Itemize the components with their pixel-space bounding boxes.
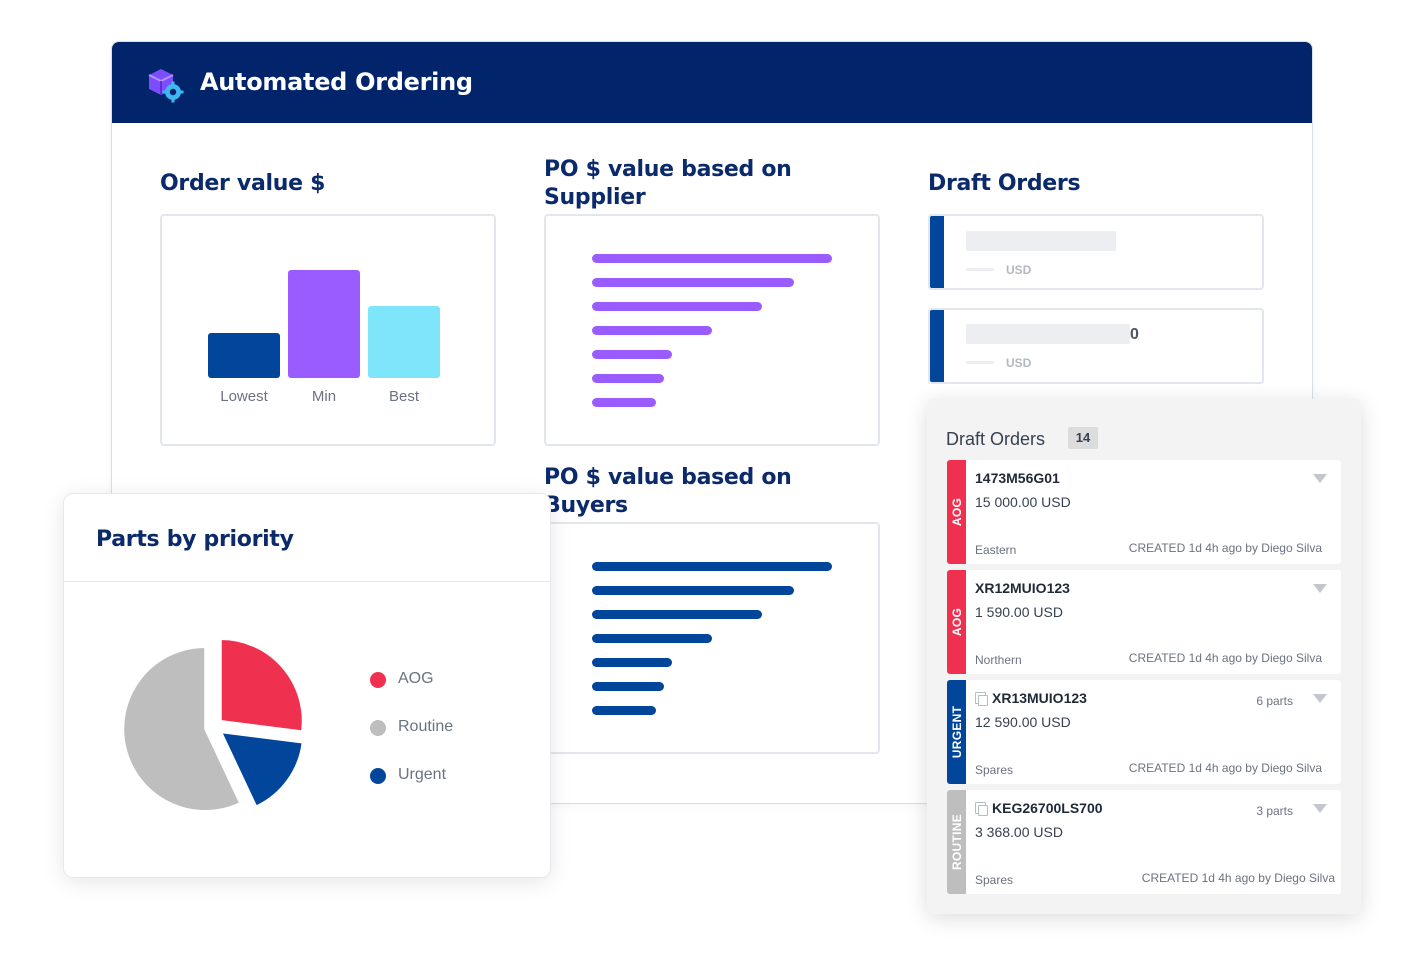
automation-gear-icon <box>148 69 184 103</box>
buyers-bar-5 <box>592 658 672 667</box>
buyers-bar-4 <box>592 634 712 643</box>
priority-label: URGENT <box>949 705 964 759</box>
order-created-info: CREATED 1d 4h ago by Diego Silva <box>1128 541 1322 555</box>
order-region: Spares <box>975 873 1014 887</box>
supplier-title-line2: Supplier <box>544 185 646 210</box>
order-value-title: Order value $ <box>160 171 326 196</box>
skeleton-line <box>966 361 994 364</box>
draft-order-card[interactable]: 0 USD <box>928 308 1264 384</box>
order-id[interactable]: XR13MUIO123 <box>992 690 1087 706</box>
skeleton-amount <box>966 231 1116 251</box>
draft-orders-title: Draft Orders <box>928 171 1081 196</box>
order-card[interactable]: AOG XR12MUIO123 1 590.00 USD Northern CREATE… <box>947 570 1341 674</box>
buyers-bar-1 <box>592 562 832 571</box>
app-header: Automated Ordering <box>112 42 1312 123</box>
draft-order-card[interactable]: USD <box>928 214 1264 290</box>
order-parts-count: 3 parts <box>1256 804 1293 818</box>
legend-label-urgent: Urgent <box>398 766 447 783</box>
order-card[interactable]: AOG 1473M56G01 15 000.00 USD Eastern CREATED… <box>947 460 1341 564</box>
legend-label-routine: Routine <box>398 718 454 735</box>
priority-label: AOG <box>949 497 964 527</box>
buyers-chart-title: PO $ value based on Buyers <box>544 464 792 520</box>
buyers-bar-2 <box>592 586 794 595</box>
supplier-bar-3 <box>592 302 762 311</box>
chevron-down-icon[interactable] <box>1313 694 1327 703</box>
bar-lowest <box>208 333 280 378</box>
chevron-down-icon[interactable] <box>1313 474 1327 483</box>
parts-by-priority-title: Parts by priority <box>96 527 294 552</box>
legend-dot-aog <box>370 672 386 688</box>
copy-icon[interactable] <box>975 802 988 816</box>
priority-strip: ROUTINE <box>947 790 966 894</box>
supplier-bar-4 <box>592 326 712 335</box>
order-id[interactable]: KEG26700LS700 <box>992 800 1103 816</box>
priority-strip: AOG <box>947 570 966 674</box>
draft-accent-bar <box>930 310 944 382</box>
pie-slice-urgent <box>220 731 304 808</box>
currency-label: USD <box>1006 263 1032 277</box>
supplier-bar-1 <box>592 254 832 263</box>
draft-orders-panel: Draft Orders 14 AOG 1473M56G01 15 000.00 U… <box>927 399 1361 914</box>
parts-by-priority-card: Parts by priority AOG Routine Urgent <box>63 493 551 878</box>
priority-strip: URGENT <box>947 680 966 784</box>
bar-label-lowest: Lowest <box>220 388 268 405</box>
order-created-info: CREATED 1d 4h ago by Diego Silva <box>1128 651 1322 665</box>
order-id[interactable]: 1473M56G01 <box>975 470 1060 486</box>
currency-label: USD <box>1006 356 1032 370</box>
priority-label: AOG <box>949 607 964 637</box>
order-amount: 15 000.00 USD <box>975 494 1071 510</box>
priority-label: ROUTINE <box>949 813 964 871</box>
supplier-chart-card <box>544 214 880 446</box>
chevron-down-icon[interactable] <box>1313 584 1327 593</box>
supplier-chart-title: PO $ value based on Supplier <box>544 156 792 212</box>
buyers-bar-3 <box>592 610 762 619</box>
bar-label-min: Min <box>311 388 337 405</box>
order-id[interactable]: XR12MUIO123 <box>975 580 1070 596</box>
copy-icon[interactable] <box>975 692 988 706</box>
supplier-bar-5 <box>592 350 672 359</box>
order-created-info: CREATED 1d 4h ago by Diego Silva <box>1128 761 1322 775</box>
skeleton-amount <box>966 324 1130 344</box>
buyers-title-line1: PO $ value based on <box>544 465 792 490</box>
divider <box>64 581 550 582</box>
orders-panel-title: Draft Orders <box>946 429 1046 449</box>
order-value-chart-card: Lowest Min Best <box>160 214 496 446</box>
skeleton-line <box>966 268 994 271</box>
pie-slice-aog <box>219 638 304 733</box>
buyers-title-line2: Buyers <box>544 493 628 518</box>
app-title: Automated Ordering <box>200 68 473 96</box>
supplier-bar-2 <box>592 278 794 287</box>
bar-min <box>288 270 360 378</box>
order-region: Spares <box>975 763 1014 777</box>
buyers-bar-6 <box>592 682 664 691</box>
draft-accent-bar <box>930 216 944 288</box>
priority-strip: AOG <box>947 460 966 564</box>
legend-dot-routine <box>370 720 386 736</box>
buyers-bar-7 <box>592 706 656 715</box>
buyers-chart-card <box>544 522 880 754</box>
order-created-info: CREATED 1d 4h ago by Diego Silva <box>1141 871 1335 885</box>
supplier-bar-6 <box>592 374 664 383</box>
order-parts-count: 6 parts <box>1256 694 1293 708</box>
bar-label-best: Best <box>388 388 419 405</box>
priority-pie-chart <box>122 638 304 812</box>
order-card[interactable]: ROUTINE KEG26700LS700 3 368.00 USD 3 parts S… <box>947 790 1341 894</box>
supplier-bar-7 <box>592 398 656 407</box>
amount-fragment: 0 <box>1130 326 1139 343</box>
order-amount: 1 590.00 USD <box>975 604 1063 620</box>
order-region: Northern <box>975 653 1022 667</box>
bar-best <box>368 306 440 378</box>
order-amount: 3 368.00 USD <box>975 824 1063 840</box>
legend-dot-urgent <box>370 768 386 784</box>
orders-count-badge: 14 <box>1068 427 1098 449</box>
legend-label-aog: AOG <box>398 670 434 687</box>
supplier-title-line1: PO $ value based on <box>544 157 792 182</box>
chevron-down-icon[interactable] <box>1313 804 1327 813</box>
order-card[interactable]: URGENT XR13MUIO123 12 590.00 USD 6 parts Spa… <box>947 680 1341 784</box>
pie-slice-routine <box>122 645 242 812</box>
order-region: Eastern <box>975 543 1017 557</box>
order-amount: 12 590.00 USD <box>975 714 1071 730</box>
